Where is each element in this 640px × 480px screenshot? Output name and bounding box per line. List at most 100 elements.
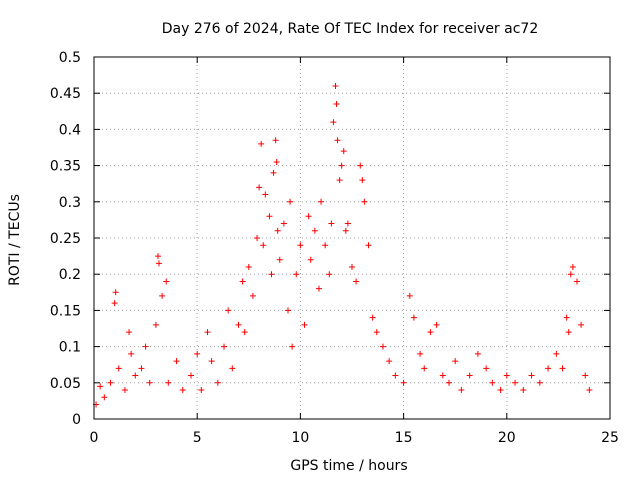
data-point [260,242,267,249]
data-point [287,198,294,205]
data-point [322,242,329,249]
data-point [489,379,496,386]
y-axis-label: ROTI / TECUs [7,194,23,286]
data-point [353,278,360,285]
data-point [165,379,172,386]
data-point [262,191,269,198]
data-point [301,321,308,328]
data-point [578,321,585,328]
plot-frame [93,56,611,420]
data-point [208,358,215,365]
data-point [258,140,265,147]
x-tick-label: 25 [601,430,619,446]
y-tick-label: 0.1 [59,340,81,356]
data-point [417,350,424,357]
data-point [458,387,465,394]
data-point [326,271,333,278]
data-point [115,365,122,372]
y-tick-label: 0 [72,412,81,428]
data-point [156,260,163,267]
data-point [256,184,263,191]
data-point [107,379,114,386]
data-point [268,271,275,278]
data-point [173,358,180,365]
data-point [373,329,380,336]
data-point [293,271,300,278]
data-point [452,358,459,365]
data-point [280,220,287,227]
data-point [512,379,519,386]
x-tick-label: 5 [193,430,202,446]
y-tick-label: 0.05 [50,376,81,392]
data-point [565,329,572,336]
data-point [328,220,335,227]
data-point [311,227,318,234]
data-point [245,263,252,270]
data-point [563,314,570,321]
data-point [474,350,481,357]
data-point [446,379,453,386]
data-point [179,387,186,394]
data-point [241,329,248,336]
data-point [138,365,145,372]
data-point [128,350,135,357]
data-point [229,365,236,372]
data-point [289,343,296,350]
data-point [359,177,366,184]
x-tick-label: 20 [498,430,516,446]
data-point [386,358,393,365]
data-point [194,350,201,357]
y-tick-label: 0.3 [59,195,81,211]
y-tick-label: 0.5 [59,50,81,66]
data-point [369,314,376,321]
data-point [198,387,205,394]
data-point [266,213,273,220]
data-point [126,329,133,336]
data-point [132,372,139,379]
data-point [344,220,351,227]
data-point [520,387,527,394]
data-point [112,289,119,296]
data-point [225,307,232,314]
data-point [221,343,228,350]
data-point [497,387,504,394]
data-point [146,379,153,386]
data-point [188,372,195,379]
data-point [305,213,312,220]
data-point [101,394,108,401]
data-point [297,242,304,249]
data-point [433,321,440,328]
y-tick-label: 0.35 [50,159,81,175]
x-tick-label: 10 [291,430,309,446]
data-point [274,227,281,234]
data-point [503,372,510,379]
data-point [406,292,413,299]
data-point [235,321,242,328]
data-point [285,307,292,314]
data-point [379,343,386,350]
data-point [315,285,322,292]
data-point [569,263,576,270]
data-point [357,162,364,169]
data-point [273,158,280,165]
x-tick-label: 15 [395,430,413,446]
data-point [270,169,277,176]
data-point [483,365,490,372]
x-axis-label: GPS time / hours [290,458,407,474]
data-point [439,372,446,379]
y-tick-label: 0.45 [50,86,81,102]
data-point [111,300,118,307]
data-point [421,365,428,372]
data-points [93,82,593,408]
data-point [427,329,434,336]
data-point [307,256,314,263]
data-point [466,372,473,379]
data-point [121,387,128,394]
data-point [336,177,343,184]
data-point [559,365,566,372]
data-point [361,198,368,205]
grid-lines [94,57,610,419]
data-point [330,119,337,126]
data-point [545,365,552,372]
